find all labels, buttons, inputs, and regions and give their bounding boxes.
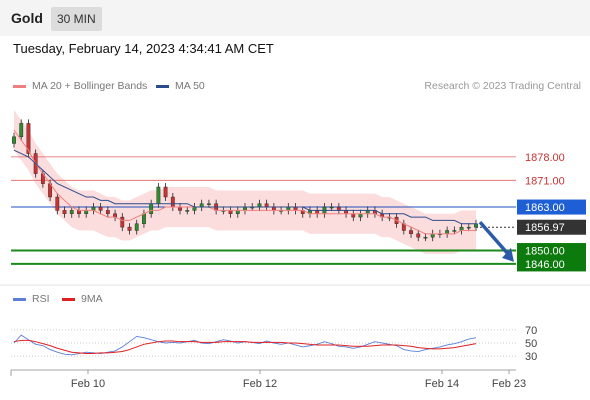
legend-ma50-label: MA 50 <box>175 80 205 92</box>
ma50-swatch <box>156 84 169 88</box>
legend-ma20-label: MA 20 + Bollinger Bands <box>32 80 148 92</box>
candle <box>257 203 262 208</box>
candle <box>358 213 363 218</box>
candle <box>459 226 464 231</box>
9ma-swatch <box>62 297 75 301</box>
legend-9ma: 9MA <box>62 293 103 305</box>
forecast-arrow <box>478 220 510 256</box>
candle <box>228 210 233 214</box>
date-line: Tuesday, February 14, 2023 4:34:41 AM CE… <box>13 41 274 56</box>
candle <box>315 210 320 214</box>
candle <box>286 206 291 211</box>
header-bar: Gold 30 MIN <box>0 0 590 36</box>
candle <box>19 123 24 138</box>
candle <box>170 196 175 208</box>
timeframe-badge[interactable]: 30 MIN <box>51 7 102 31</box>
rsi-tick-label: 50 <box>525 338 537 350</box>
level-label: 1850.00 <box>525 246 565 258</box>
candle <box>134 223 139 231</box>
candle <box>98 206 103 211</box>
candle <box>178 206 182 211</box>
x-tick-label: Feb 10 <box>71 378 105 390</box>
candle <box>264 203 269 208</box>
rsi-line <box>13 334 477 356</box>
legend-ma20: MA 20 + Bollinger Bands <box>13 80 147 92</box>
candle <box>271 206 276 211</box>
forecast-arrow-head <box>502 247 514 262</box>
candle <box>127 226 132 231</box>
candle <box>416 233 421 238</box>
candle <box>243 206 247 211</box>
x-tick-label: Feb 14 <box>425 378 459 390</box>
candle <box>336 206 341 211</box>
candle <box>365 210 370 214</box>
candle <box>329 206 334 209</box>
candle <box>409 230 413 235</box>
candle <box>149 203 154 214</box>
copyright: Research © 2023 Trading Central <box>424 80 581 92</box>
ma20-line <box>13 129 476 235</box>
x-tick-label: Feb 12 <box>243 378 277 390</box>
candle <box>156 186 161 204</box>
level-label: 1871.00 <box>525 175 565 187</box>
symbol-title: Gold <box>11 10 43 26</box>
candle <box>430 233 435 238</box>
ma20-swatch <box>13 84 26 88</box>
candle <box>185 210 190 212</box>
level-label: 1846.00 <box>525 259 565 271</box>
legend-rsi: RSI <box>13 293 50 305</box>
legend-9ma-label: 9MA <box>81 293 103 305</box>
candle <box>423 236 428 239</box>
level-label: 1878.00 <box>525 152 565 164</box>
level-label: 1863.00 <box>525 202 565 214</box>
last-price-label: 1856.97 <box>525 222 565 234</box>
rsi-swatch <box>13 297 26 301</box>
bollinger-band <box>14 110 476 254</box>
ma50-line <box>13 149 476 225</box>
candle <box>445 230 450 235</box>
candle <box>293 206 298 211</box>
candle <box>69 210 74 214</box>
candle <box>452 230 457 232</box>
candle <box>113 213 117 218</box>
candle <box>84 210 89 214</box>
candle <box>351 213 356 218</box>
candle <box>105 210 110 214</box>
9ma-line <box>13 339 477 355</box>
last-price-box <box>517 219 586 235</box>
rsi-tick-label: 70 <box>525 325 537 337</box>
candle <box>199 203 204 208</box>
rsi-tick-label: 30 <box>525 351 537 363</box>
level-label-box <box>517 199 586 215</box>
x-tick-label: Feb 23 <box>492 378 526 390</box>
candle <box>120 216 125 228</box>
candle <box>474 223 478 228</box>
candle <box>163 186 168 198</box>
candle <box>207 203 211 205</box>
candle <box>91 206 96 211</box>
candle <box>77 210 81 214</box>
level-label-box <box>517 256 586 272</box>
candle <box>142 213 146 224</box>
candle <box>12 136 16 144</box>
candle <box>466 226 471 229</box>
legend-rsi-label: RSI <box>32 293 50 305</box>
level-label-box <box>517 243 586 259</box>
candle <box>62 210 67 214</box>
candle <box>192 206 197 211</box>
candle <box>26 123 31 154</box>
candle <box>55 196 60 211</box>
legend-ma50: MA 50 <box>156 80 205 92</box>
candle <box>344 210 348 214</box>
candle <box>235 210 240 214</box>
